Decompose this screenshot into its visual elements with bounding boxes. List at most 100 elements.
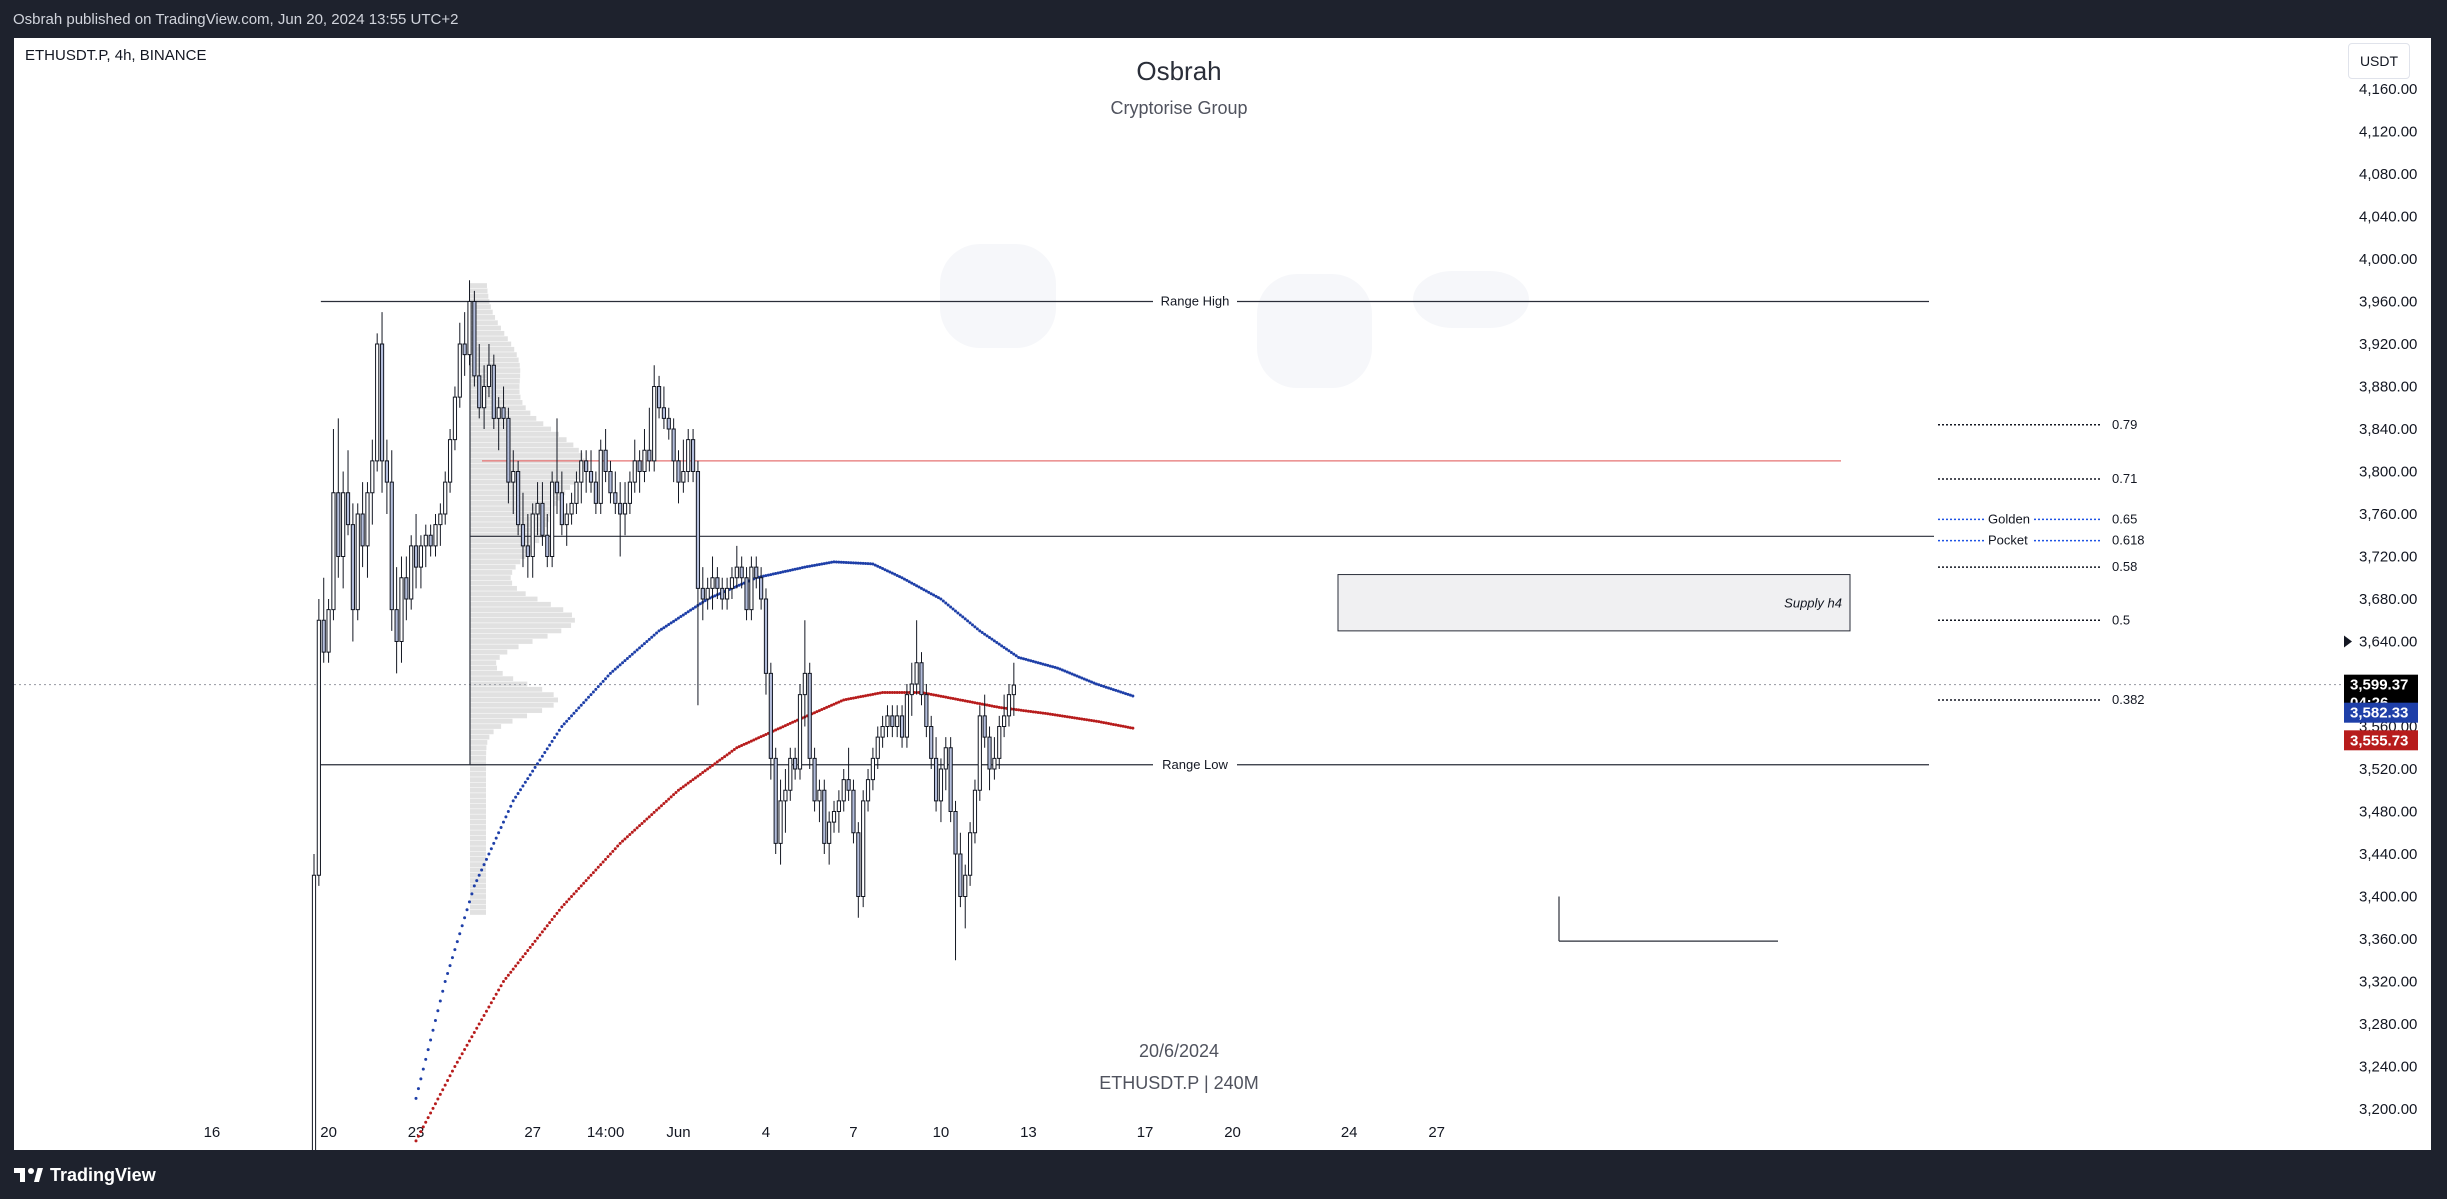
- ema-dot: [856, 561, 860, 565]
- ema-dot: [504, 976, 508, 980]
- ema-dot: [710, 763, 714, 767]
- volume-profile-bar: [470, 840, 486, 846]
- volume-profile-bar: [470, 570, 513, 575]
- ema-dot: [1080, 676, 1084, 680]
- ema-dot: [601, 860, 605, 864]
- x-axis-tick-label: 27: [1428, 1124, 1445, 1141]
- ema-dot: [1034, 660, 1038, 664]
- ema-dot: [978, 629, 982, 633]
- ema-dot: [1063, 669, 1067, 673]
- ema-dot: [956, 697, 960, 701]
- ema-dot: [1073, 673, 1077, 677]
- ema-dot: [990, 637, 994, 641]
- volume-profile-bar: [470, 670, 503, 676]
- ema-dot: [1036, 661, 1040, 665]
- ema-dot: [492, 997, 496, 1000]
- volume-profile-bar: [470, 910, 486, 915]
- candle-body: [516, 471, 521, 526]
- ema-dot: [642, 642, 646, 646]
- chart-panel[interactable]: 4,160.00 4,120.00 4,080.00 4,040.00 4,000.00…: [14, 38, 2431, 1150]
- ema-dot: [679, 786, 683, 790]
- ema-dot: [514, 964, 518, 968]
- candle-body: [997, 726, 1002, 759]
- price-chart[interactable]: 4,160.00 4,120.00 4,080.00 4,040.00 4,000.00…: [14, 38, 2431, 1150]
- y-axis-tick-label: 3,360.00: [2359, 931, 2417, 948]
- ema-dot: [944, 695, 948, 699]
- ema-dot: [725, 753, 729, 757]
- ema-dot: [616, 844, 620, 848]
- ema-dot: [779, 570, 782, 574]
- x-axis-tick-label: 27: [524, 1124, 541, 1141]
- candle-body: [890, 715, 895, 727]
- tradingview-logo-icon: [14, 1166, 44, 1184]
- ema-dot: [706, 767, 710, 771]
- candle-body: [593, 481, 598, 504]
- ema-dot: [533, 939, 537, 943]
- author-watermark: Osbrah: [1136, 56, 1222, 86]
- ema-dot: [528, 945, 532, 949]
- ema-dot: [966, 619, 970, 623]
- ema-dot: [922, 588, 926, 592]
- ema-dot: [779, 726, 782, 730]
- candle-body: [759, 577, 764, 600]
- ema-dot: [647, 815, 651, 819]
- ema-dot: [487, 852, 491, 856]
- ema-dot: [1070, 715, 1074, 719]
- ema-dot: [1024, 657, 1028, 661]
- volume-profile-bar: [470, 830, 486, 836]
- ema-dot: [630, 652, 634, 656]
- ema-dot: [837, 700, 841, 704]
- ema-dot: [766, 573, 770, 577]
- ema-dot: [652, 810, 656, 814]
- volume-profile-bar: [470, 341, 512, 347]
- ema-dot: [929, 692, 933, 696]
- ema-dot: [856, 695, 860, 699]
- candle-body: [443, 481, 448, 515]
- volume-profile-bar: [470, 495, 561, 501]
- candle-body: [788, 757, 793, 791]
- candle-body: [924, 694, 929, 727]
- y-axis-tick-label: 4,080.00: [2359, 166, 2417, 183]
- candle-body: [851, 789, 856, 834]
- ema-dot: [1128, 726, 1132, 730]
- x-axis-tick-label: 20: [320, 1124, 337, 1141]
- ema-dot: [450, 956, 454, 960]
- ema-dot: [691, 778, 695, 782]
- ema-dot: [1107, 686, 1111, 690]
- ema-dot: [691, 607, 695, 611]
- ema-dot: [441, 1088, 445, 1092]
- ema-dot: [1060, 714, 1064, 718]
- y-axis-tick-label: 3,680.00: [2359, 591, 2417, 608]
- symbol-label[interactable]: ETHUSDT.P, 4h, BINANCE: [25, 47, 207, 64]
- ema-dot: [1029, 710, 1033, 714]
- candle-body: [632, 460, 637, 483]
- volume-profile-bar: [470, 442, 574, 448]
- ema-dot: [924, 589, 928, 593]
- ema-dot: [482, 1014, 486, 1017]
- ema-dot: [817, 709, 821, 713]
- ema-dot: [638, 646, 642, 650]
- volume-profile-bar: [470, 463, 585, 469]
- volume-profile-bar: [470, 809, 486, 814]
- currency-button[interactable]: USDT: [2348, 43, 2410, 79]
- ema-dot: [655, 808, 659, 812]
- ema-dot: [1031, 659, 1035, 663]
- ema-dot: [881, 567, 885, 571]
- candle-body: [729, 577, 735, 589]
- candle-body: [350, 524, 355, 611]
- ema-dot: [861, 561, 865, 565]
- candle-body: [341, 492, 346, 557]
- ema-dot: [448, 964, 452, 968]
- volume-profile-bar: [470, 633, 548, 639]
- footer-bar: TradingView: [0, 1150, 2447, 1199]
- tradingview-logo[interactable]: TradingView: [14, 1164, 156, 1186]
- ema-dot: [419, 1077, 423, 1081]
- ema-dot: [900, 576, 904, 580]
- ema-dot: [1092, 719, 1096, 723]
- ema-dot: [659, 627, 663, 631]
- ema-dot: [553, 736, 557, 740]
- candle-body: [695, 471, 701, 589]
- candle-body: [725, 587, 730, 600]
- ema-dot: [907, 580, 911, 584]
- volume-profile-bar: [470, 883, 486, 889]
